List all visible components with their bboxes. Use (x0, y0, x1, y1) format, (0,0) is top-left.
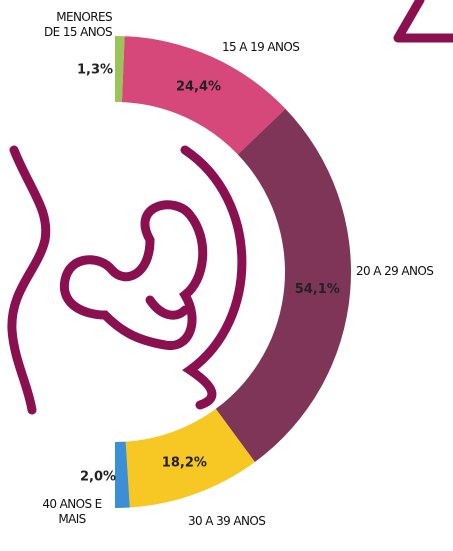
fetus (59, 200, 208, 350)
pregnancy-icon (7, 145, 247, 415)
value-label: 2,0% (80, 470, 116, 485)
category-label: 20 A 29 ANOS (356, 264, 434, 278)
donut-segment (115, 441, 130, 508)
value-label: 24,4% (176, 79, 221, 94)
category-label: 30 A 39 ANOS (188, 514, 266, 528)
donut-segment (115, 36, 125, 103)
value-label: 18,2% (162, 455, 207, 470)
donut-segment (121, 36, 286, 155)
fetus-detail (145, 295, 190, 320)
donut-segment (125, 408, 255, 508)
category-label: 40 ANOS E MAIS (42, 497, 102, 526)
body-outline (7, 145, 51, 415)
category-label: MENORES DE 15 ANOS (44, 10, 113, 39)
belly-outline (180, 145, 247, 410)
value-label: 54,1% (295, 282, 340, 297)
category-label: 15 A 19 ANOS (222, 40, 300, 54)
value-label: 1,3% (77, 63, 113, 78)
donut-segment (215, 108, 352, 463)
warning-icon (393, 0, 453, 43)
